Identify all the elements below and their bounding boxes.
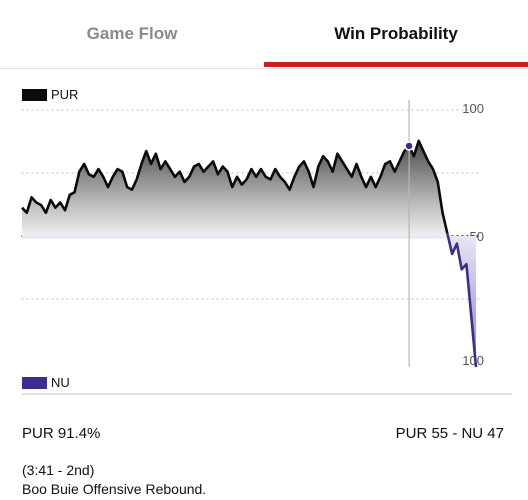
play-time: (3:41 - 2nd) [22,462,95,478]
win-probability-value: PUR 91.4% [22,425,101,442]
chart-marker [404,100,414,367]
pur-series-line [21,139,449,234]
chart-lines [21,139,478,368]
tab-win-probability[interactable]: Win Probability [334,24,458,43]
score-readout: PUR 55 - NU 47 [395,425,504,442]
legend-pur: PUR [22,87,78,102]
pur-swatch [22,88,47,101]
chart-grid [21,109,512,395]
y-tick-top: 100 [462,101,484,116]
y-tick-bottom: 100 [462,353,484,368]
play-description: Boo Buie Offensive Rebound. [22,481,207,497]
tab-game-flow[interactable]: Game Flow [86,24,178,43]
pur-area [22,140,476,239]
nu-area [22,236,476,367]
nu-swatch [22,376,47,389]
active-tab-indicator [264,62,528,67]
tab-bar: Game Flow Win Probability [0,0,528,69]
win-probability-chart [21,100,512,395]
legend-nu: NU [22,375,70,390]
legend-nu-label: NU [51,375,70,390]
marker-dot [404,141,414,151]
chart-areas [22,140,476,367]
nu-series-line [446,233,478,368]
legend-pur-label: PUR [51,87,79,102]
